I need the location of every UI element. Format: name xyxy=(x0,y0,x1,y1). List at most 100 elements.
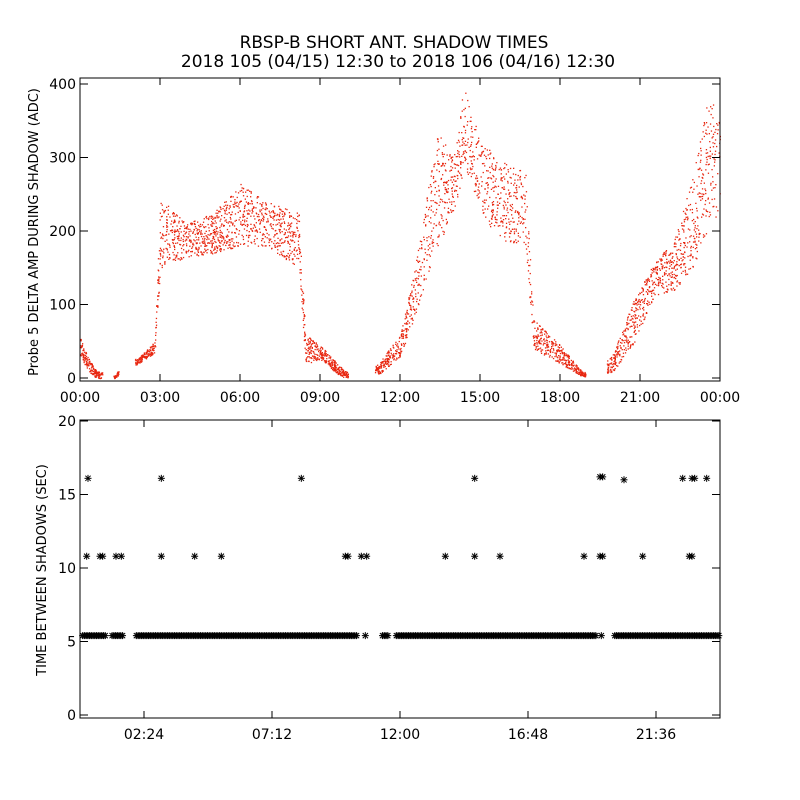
amplitude-point xyxy=(574,368,577,370)
amplitude-point xyxy=(465,151,468,154)
amplitude-point xyxy=(399,349,402,351)
amplitude-point xyxy=(284,212,286,214)
amplitude-point xyxy=(683,246,685,249)
amplitude-point xyxy=(100,377,103,379)
amplitude-point xyxy=(279,208,281,210)
amplitude-point xyxy=(576,371,578,373)
amplitude-point xyxy=(178,233,180,235)
amplitude-point xyxy=(486,170,488,172)
amplitude-point xyxy=(560,350,562,352)
amplitude-point xyxy=(166,219,168,221)
amplitude-point xyxy=(237,192,240,194)
amplitude-point xyxy=(537,334,539,336)
amplitude-point xyxy=(634,341,636,343)
amplitude-point xyxy=(432,227,435,229)
amplitude-point xyxy=(445,144,447,146)
amplitude-point xyxy=(214,231,216,234)
amplitude-point xyxy=(545,331,547,333)
amplitude-point xyxy=(418,283,420,285)
amplitude-point xyxy=(411,290,413,292)
amplitude-point xyxy=(97,375,100,377)
amplitude-point xyxy=(267,218,269,220)
amplitude-point xyxy=(198,224,200,227)
amplitude-point xyxy=(248,213,250,215)
amplitude-point xyxy=(654,293,656,296)
amplitude-point xyxy=(316,344,318,346)
amplitude-point xyxy=(216,209,218,211)
amplitude-point xyxy=(307,338,309,340)
interval-point xyxy=(344,552,352,560)
amplitude-point xyxy=(239,243,242,245)
amplitude-point xyxy=(191,222,193,224)
amplitude-point xyxy=(505,193,507,195)
amplitude-point xyxy=(485,155,487,158)
amplitude-point xyxy=(424,248,426,250)
amplitude-point xyxy=(416,300,418,303)
amplitude-point xyxy=(247,202,250,204)
amplitude-point xyxy=(299,235,301,238)
amplitude-point xyxy=(614,358,616,360)
amplitude-point xyxy=(289,232,292,234)
amplitude-point xyxy=(377,364,379,366)
amplitude-point xyxy=(641,291,643,294)
amplitude-point xyxy=(481,181,483,183)
amplitude-point xyxy=(182,245,184,247)
amplitude-point xyxy=(274,230,276,232)
amplitude-point xyxy=(386,362,389,365)
amplitude-point xyxy=(476,180,479,182)
amplitude-point xyxy=(676,264,679,266)
amplitude-point xyxy=(557,359,559,361)
amplitude-point xyxy=(491,216,493,218)
amplitude-point xyxy=(272,216,274,218)
amplitude-point xyxy=(233,242,235,244)
amplitude-point xyxy=(210,217,212,219)
amplitude-point xyxy=(527,242,530,244)
amplitude-point xyxy=(614,354,616,356)
amplitude-point xyxy=(89,371,91,373)
amplitude-point xyxy=(164,262,166,264)
amplitude-point xyxy=(616,365,618,367)
interval-point xyxy=(84,474,92,482)
amplitude-point xyxy=(315,342,317,344)
amplitude-point xyxy=(534,342,536,345)
amplitude-point xyxy=(118,371,120,373)
amplitude-point xyxy=(632,315,634,317)
amplitude-point xyxy=(179,259,181,261)
amplitude-point xyxy=(222,208,224,210)
amplitude-point xyxy=(374,372,377,374)
amplitude-point xyxy=(158,280,160,282)
amplitude-point xyxy=(423,221,425,224)
amplitude-point xyxy=(174,246,176,248)
amplitude-point xyxy=(195,248,197,250)
amplitude-point xyxy=(625,336,627,338)
amplitude-point xyxy=(451,161,453,163)
amplitude-point xyxy=(260,209,263,211)
amplitude-point xyxy=(544,333,546,335)
amplitude-point xyxy=(481,163,484,165)
amplitude-point xyxy=(98,371,100,374)
amplitude-point xyxy=(276,214,278,217)
top-panel: 00:00 03:00 06:00 09:00 12:00 15:00 18:00 21:00… xyxy=(27,77,740,406)
amplitude-point xyxy=(469,149,471,152)
amplitude-point xyxy=(308,351,310,353)
amplitude-point xyxy=(332,367,334,369)
amplitude-point xyxy=(200,230,202,232)
amplitude-point xyxy=(242,213,244,216)
amplitude-point xyxy=(493,158,495,160)
amplitude-point xyxy=(117,374,119,377)
amplitude-point xyxy=(333,368,336,371)
amplitude-point xyxy=(303,317,305,320)
amplitude-point xyxy=(543,339,545,341)
amplitude-point xyxy=(658,268,661,270)
amplitude-point xyxy=(263,241,266,243)
amplitude-point xyxy=(631,325,633,327)
amplitude-point xyxy=(328,363,330,366)
amplitude-point xyxy=(139,359,142,361)
amplitude-point xyxy=(575,364,577,366)
amplitude-point xyxy=(158,295,160,297)
amplitude-point xyxy=(141,359,143,361)
amplitude-point xyxy=(630,315,633,318)
amplitude-point xyxy=(418,275,420,277)
amplitude-point xyxy=(562,359,564,361)
amplitude-point xyxy=(334,361,336,363)
